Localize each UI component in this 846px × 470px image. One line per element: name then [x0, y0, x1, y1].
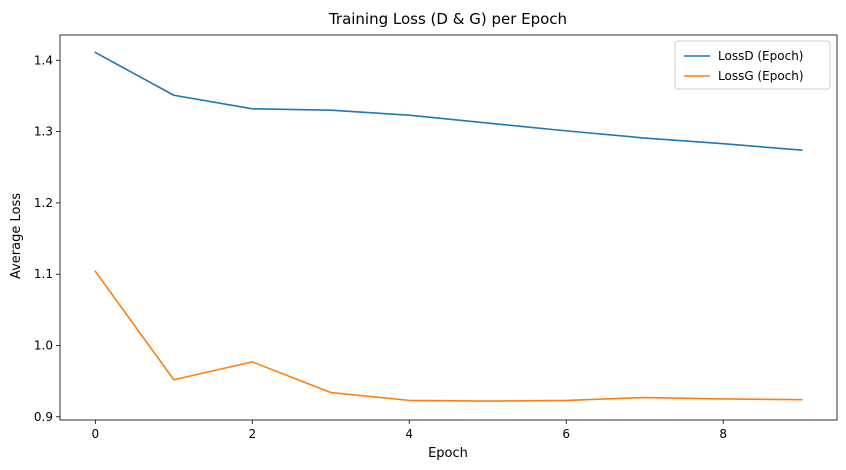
x-tick-label: 2 [248, 427, 256, 441]
series-line-1 [94, 270, 803, 402]
chart-title: Training Loss (D & G) per Epoch [328, 10, 567, 28]
series-line-0 [94, 51, 803, 152]
legend-label-0: LossD (Epoch) [718, 49, 803, 63]
axes-frame [59, 34, 838, 421]
y-tick-label: 1.3 [34, 125, 53, 139]
x-tick-label: 8 [719, 427, 727, 441]
y-tick-label: 0.9 [34, 410, 53, 424]
x-tick-label: 0 [91, 427, 99, 441]
plot-area: 0 2 4 6 8 0.9 1.0 1.1 1.2 1.3 1.4 [34, 34, 838, 441]
legend-label-1: LossG (Epoch) [718, 69, 804, 83]
y-axis-label: Average Loss [9, 193, 24, 279]
x-axis-label: Epoch [428, 446, 468, 461]
y-tick-label: 1.1 [34, 267, 53, 281]
legend: LossD (Epoch) LossG (Epoch) [674, 40, 831, 90]
y-tick-label: 1.4 [34, 53, 53, 67]
legend-box [674, 40, 831, 90]
y-tick-label: 1.0 [34, 338, 53, 352]
y-tick-label: 1.2 [34, 196, 53, 210]
x-tick-label: 4 [405, 427, 413, 441]
x-tick-label: 6 [562, 427, 570, 441]
